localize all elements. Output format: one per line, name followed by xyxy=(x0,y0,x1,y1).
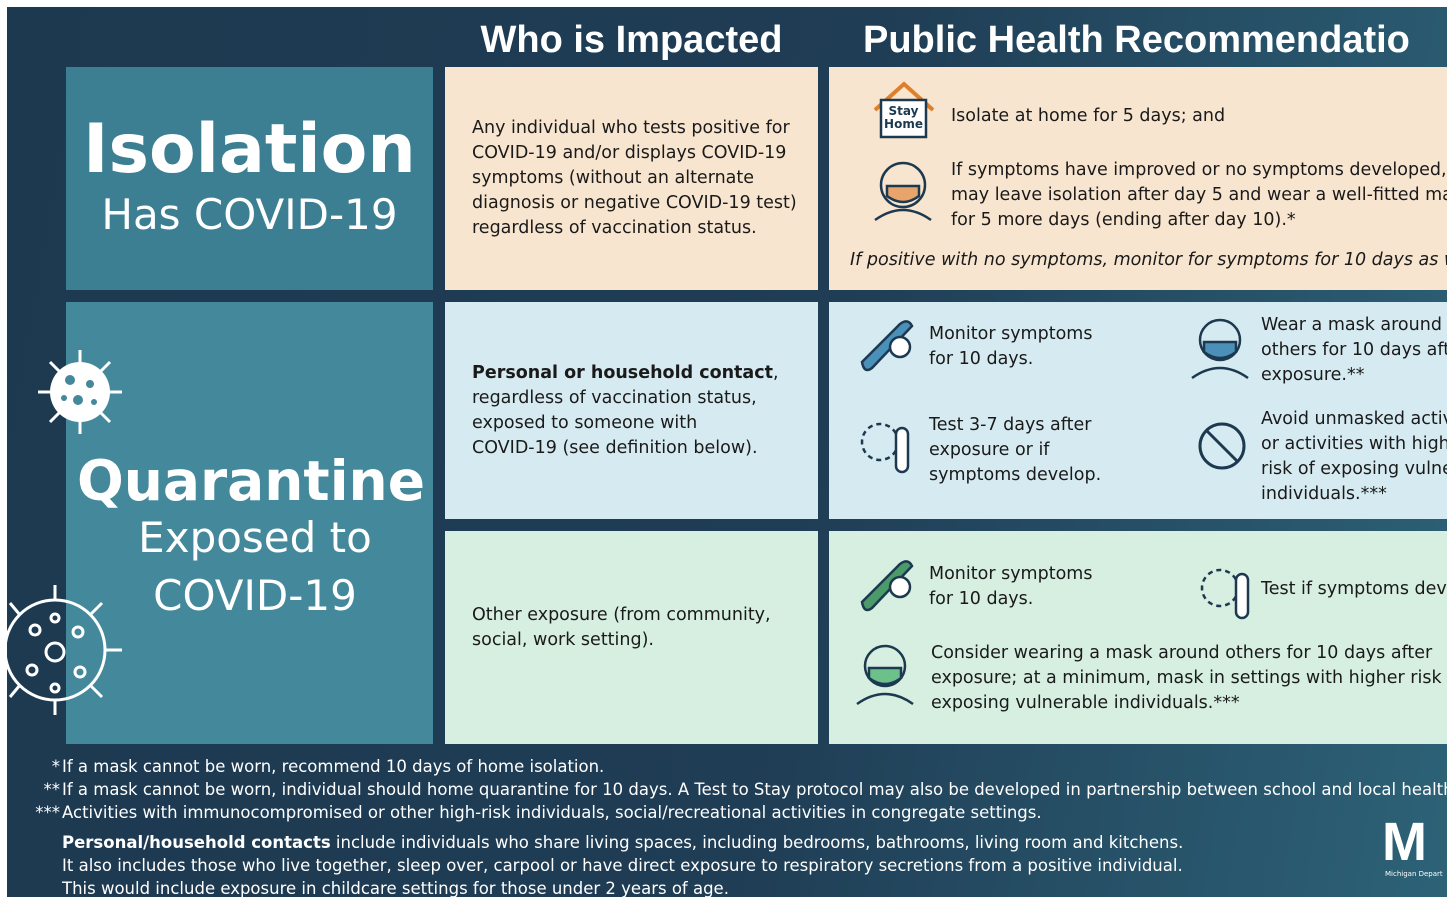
rec-text: Test if symptoms deve xyxy=(1261,577,1447,602)
quarantine-subtitle: Exposed to xyxy=(70,513,440,563)
text-line: regardless of vaccination status. xyxy=(472,216,797,241)
text-line: COVID-19 and/or displays COVID-19 xyxy=(472,141,797,166)
text-line: , xyxy=(773,363,779,383)
text-line: diagnosis or negative COVID-19 test) xyxy=(472,191,797,216)
text-line: Other exposure (from community, xyxy=(472,603,771,628)
text-line: Test 3-7 days after xyxy=(929,413,1101,438)
text-line: This would include exposure in childcare… xyxy=(62,877,1183,900)
text-line: symptoms (without an alternate xyxy=(472,166,797,191)
bold-text: Personal or household contact xyxy=(472,363,773,383)
footnote-marker: ** xyxy=(44,778,61,801)
isolation-subtitle: Has COVID-19 xyxy=(66,190,433,240)
virus-icon xyxy=(38,350,122,434)
text-line: may leave isolation after day 5 and wear… xyxy=(951,183,1447,208)
footnote-marker: * xyxy=(52,755,60,778)
text-line: It also includes those who live together… xyxy=(62,854,1183,877)
text-line: exposed to someone with xyxy=(472,411,779,436)
text-line: Monitor symptoms xyxy=(929,322,1092,347)
isolation-title: Isolation xyxy=(66,110,433,190)
rec-text: Isolate at home for 5 days; and xyxy=(951,104,1225,129)
logo-text: Michigan Depart xyxy=(1385,870,1443,879)
text-line: for 5 more days (ending after day 10).* xyxy=(951,208,1447,233)
text-line: exposure or if xyxy=(929,438,1101,463)
text-line: or activities with high xyxy=(1261,432,1447,457)
text-line: Any individual who tests positive for xyxy=(472,116,797,141)
text-line: Monitor symptoms xyxy=(929,562,1092,587)
text-line: others for 10 days aft xyxy=(1261,338,1447,363)
footnote: If a mask cannot be worn, recommend 10 d… xyxy=(62,755,604,778)
text-line: Wear a mask around xyxy=(1261,313,1447,338)
text-line: Avoid unmasked activ xyxy=(1261,407,1447,432)
text-line: include individuals who share living spa… xyxy=(331,833,1184,852)
text-line: symptoms develop. xyxy=(929,463,1101,488)
text-line: risk of exposing vulne xyxy=(1261,457,1447,482)
quarantine-title: Quarantine xyxy=(66,448,436,514)
quarantine-subtitle: COVID-19 xyxy=(70,571,440,621)
text-line: regardless of vaccination status, xyxy=(472,386,779,411)
icon-label: Stay xyxy=(881,104,926,118)
logo-letter: M xyxy=(1382,812,1427,872)
who-text: Other exposure (from community,social, w… xyxy=(472,603,771,653)
rec-text: If symptoms have improved or no symptoms… xyxy=(951,158,1447,233)
text-line: for 10 days. xyxy=(929,587,1092,612)
prohibited-icon xyxy=(1200,424,1244,468)
rec-text: Consider wearing a mask around others fo… xyxy=(931,641,1447,716)
text-line: Consider wearing a mask around others fo… xyxy=(931,641,1447,666)
face-mask-icon xyxy=(875,163,931,220)
bold-text: Personal/household contacts xyxy=(62,833,331,852)
footnote-marker: *** xyxy=(35,801,60,824)
text-line: exposure.** xyxy=(1261,363,1447,388)
icon-label: Home xyxy=(881,117,926,131)
text-line: exposing vulnerable individuals.*** xyxy=(931,691,1447,716)
text-line: exposure; at a minimum, mask in settings… xyxy=(931,666,1447,691)
who-text: Personal or household contact, regardless… xyxy=(472,361,779,461)
text-line: individuals.*** xyxy=(1261,482,1447,507)
definition: Personal/household contacts include indi… xyxy=(62,831,1183,900)
text-line: social, work setting). xyxy=(472,628,771,653)
infographic: Who is Impacted Public Health Recommenda… xyxy=(0,0,1447,905)
text-line: COVID-19 (see definition below). xyxy=(472,436,779,461)
text-line: for 10 days. xyxy=(929,347,1092,372)
footnote: Activities with immunocompromised or oth… xyxy=(62,801,1042,824)
footnote: If a mask cannot be worn, individual sho… xyxy=(62,778,1447,801)
text-line: If symptoms have improved or no symptoms… xyxy=(951,158,1447,183)
rec-note: If positive with no symptoms, monitor fo… xyxy=(850,248,1447,273)
